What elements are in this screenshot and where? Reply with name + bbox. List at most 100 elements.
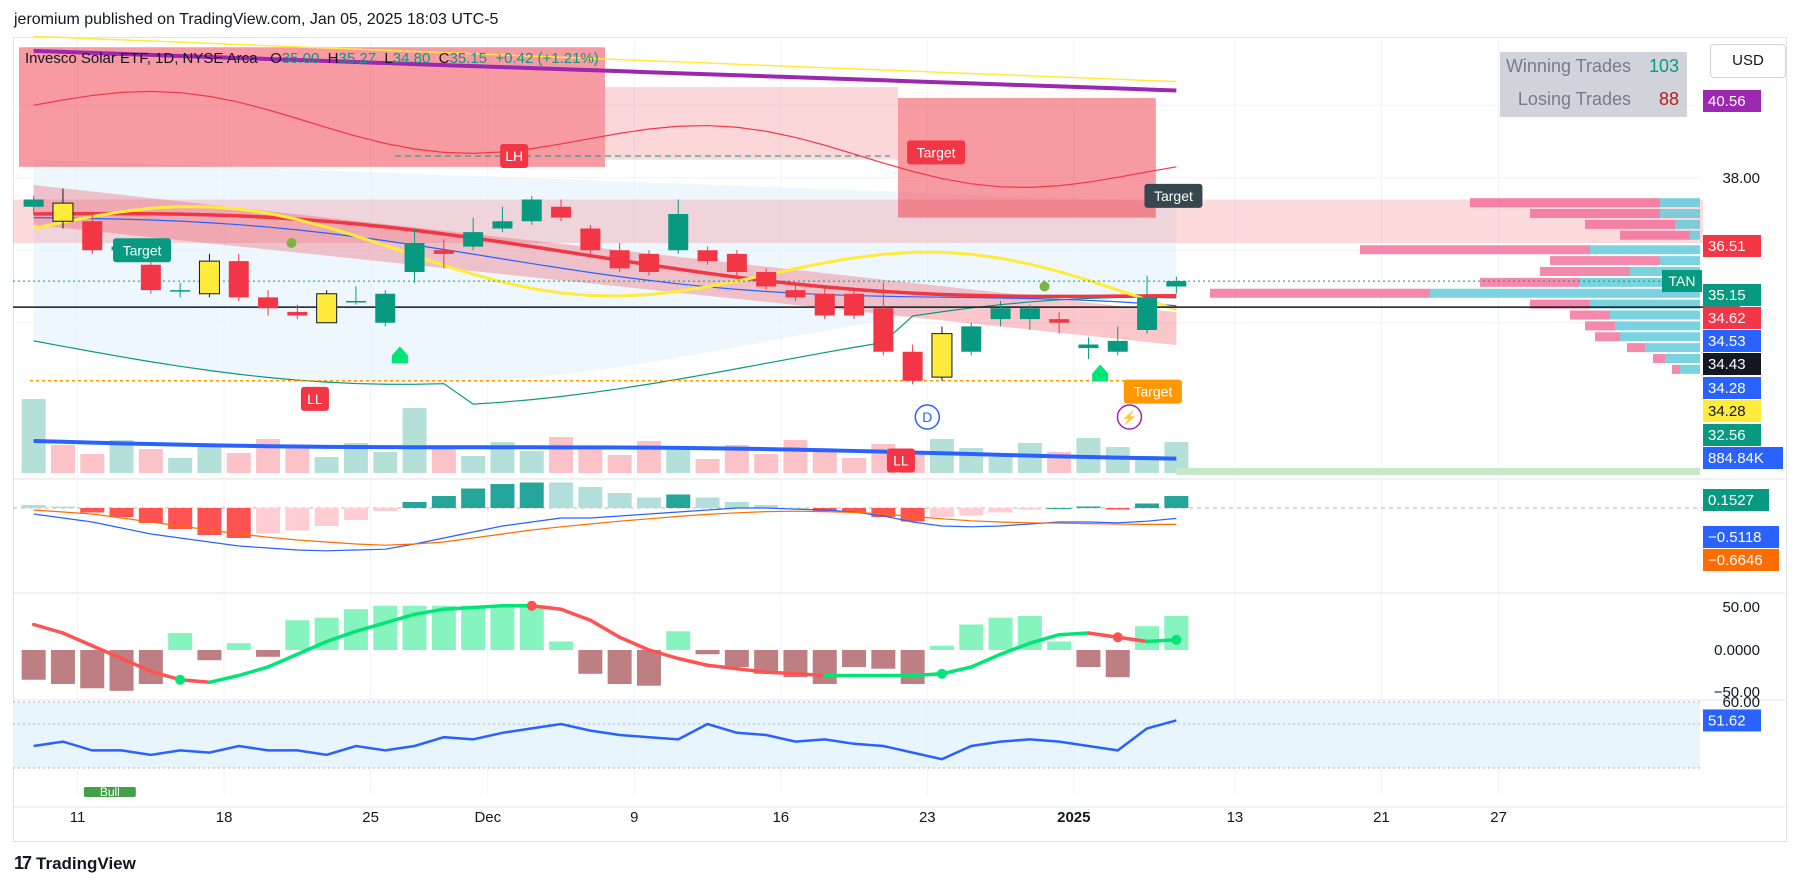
candle-body	[287, 311, 308, 316]
oscillator-bar	[285, 620, 310, 650]
candle-body	[228, 261, 249, 298]
volume-bar	[1017, 443, 1042, 473]
oscillator-tick-label: 0.0000	[1714, 642, 1760, 659]
macd-histogram-bar	[80, 508, 105, 513]
macd-histogram-bar	[871, 508, 896, 517]
currency-button[interactable]: USD	[1710, 44, 1786, 78]
lightning-marker-icon	[1116, 404, 1143, 430]
candle-body	[1019, 308, 1040, 320]
trade-stats-panel: Winning Trades 103 Losing Trades 88	[1500, 52, 1687, 117]
oscillator-bar	[578, 650, 603, 674]
volume-profile	[1210, 198, 1700, 374]
oscillator-line-segment	[237, 665, 270, 678]
candle-body	[931, 333, 953, 378]
target-label-3-bg	[1144, 183, 1203, 208]
macd-histogram-bar	[549, 482, 574, 508]
oscillator-line-segment	[1057, 631, 1091, 637]
candle-body	[668, 214, 689, 251]
open-value: 35.00	[281, 50, 320, 67]
volume-profile-down	[1470, 198, 1660, 208]
volume-profile-up	[1610, 310, 1700, 320]
oscillator-bar	[724, 650, 749, 667]
volume-profile-down	[1530, 209, 1660, 218]
oscillator-line-segment	[119, 656, 153, 673]
volume-profile-up	[1665, 354, 1700, 363]
oscillator-line-segment	[442, 605, 475, 611]
macd-value-label: 0.1527	[1708, 492, 1754, 509]
volume-bar	[607, 455, 632, 473]
oscillator-signal-dot	[526, 600, 537, 611]
volume-profile-down	[1210, 288, 1430, 298]
macd-value-label-bg	[1703, 549, 1779, 571]
volume-profile-down	[1620, 230, 1690, 240]
macd-histogram-bar	[109, 508, 134, 517]
volume-bar	[959, 448, 984, 473]
oscillator-line-segment	[354, 621, 387, 634]
volume-bar	[929, 439, 954, 473]
volume-profile-up	[1690, 230, 1700, 240]
volume-bar	[50, 445, 75, 473]
volume-bar	[783, 440, 808, 473]
rsi-value-label-bg	[1703, 709, 1761, 732]
oscillator-tick-label: −50.00	[1714, 684, 1760, 701]
macd-histogram-bar	[402, 502, 427, 508]
price-label-bg	[1703, 353, 1761, 375]
x-tick-label: 21	[1373, 809, 1390, 826]
ll-label-2: LL	[893, 453, 909, 469]
macd-value-label: −0.5118	[1708, 529, 1762, 546]
volume-bar	[519, 451, 544, 473]
oscillator-bar	[1105, 650, 1130, 678]
macd-line	[33, 507, 1177, 552]
oscillator-line-segment	[383, 612, 417, 625]
oscillator-bar	[50, 650, 75, 684]
macd-histogram-bar	[578, 487, 603, 508]
volume-profile-down	[1550, 256, 1660, 266]
oscillator-line-segment	[969, 652, 1003, 669]
bull-label-bg	[83, 787, 136, 797]
candle-body	[902, 351, 923, 381]
price-label: 34.28	[1708, 380, 1746, 397]
candle-body	[404, 243, 425, 272]
volume-bar	[754, 454, 779, 473]
volume-bar	[695, 459, 720, 473]
oscillator-bar	[1047, 641, 1072, 650]
price-label: 884.84K	[1708, 450, 1764, 467]
close-label: C	[438, 50, 450, 67]
macd-histogram-bar	[431, 496, 456, 508]
target-label-2: Target	[917, 144, 956, 160]
macd-histogram-bar	[929, 508, 954, 517]
oscillator-bar	[431, 605, 456, 650]
x-tick-label: 13	[1227, 809, 1244, 826]
symbol-tag-bg	[1662, 270, 1702, 293]
symbol-name: Invesco Solar ETF, 1D, NYSE Arca	[25, 50, 258, 67]
indicator-lines	[13, 35, 1740, 405]
volume-bar	[988, 457, 1013, 473]
macd-value-label: −0.6646	[1708, 552, 1763, 569]
oscillator-bar	[256, 650, 281, 657]
oscillator-signal-dot	[175, 674, 186, 685]
volume-profile-up	[1675, 219, 1700, 229]
oscillator-line-segment	[676, 656, 710, 668]
volume-profile-up	[1580, 277, 1700, 287]
candle-body	[1166, 281, 1187, 287]
oscillator-line-segment	[940, 665, 973, 676]
candle-body	[580, 228, 601, 251]
macd-histogram-bar	[1164, 496, 1189, 508]
x-tick-label: 25	[362, 809, 379, 826]
candle-body	[756, 272, 777, 287]
volume-bar	[197, 444, 222, 473]
buy-arrow-icon	[1092, 364, 1109, 382]
oscillator-line-segment	[412, 607, 446, 617]
price-label: 34.43	[1708, 356, 1746, 373]
price-label: 32.56	[1708, 427, 1746, 444]
candle-body	[609, 250, 630, 269]
buy-arrow-icon	[391, 346, 408, 364]
candle-body	[814, 293, 835, 316]
oscillator-bar	[754, 650, 779, 674]
close-value: 35.15	[449, 50, 488, 67]
candle-body	[375, 293, 396, 323]
x-tick-label: 27	[1490, 809, 1507, 826]
volume-bar	[314, 457, 339, 473]
